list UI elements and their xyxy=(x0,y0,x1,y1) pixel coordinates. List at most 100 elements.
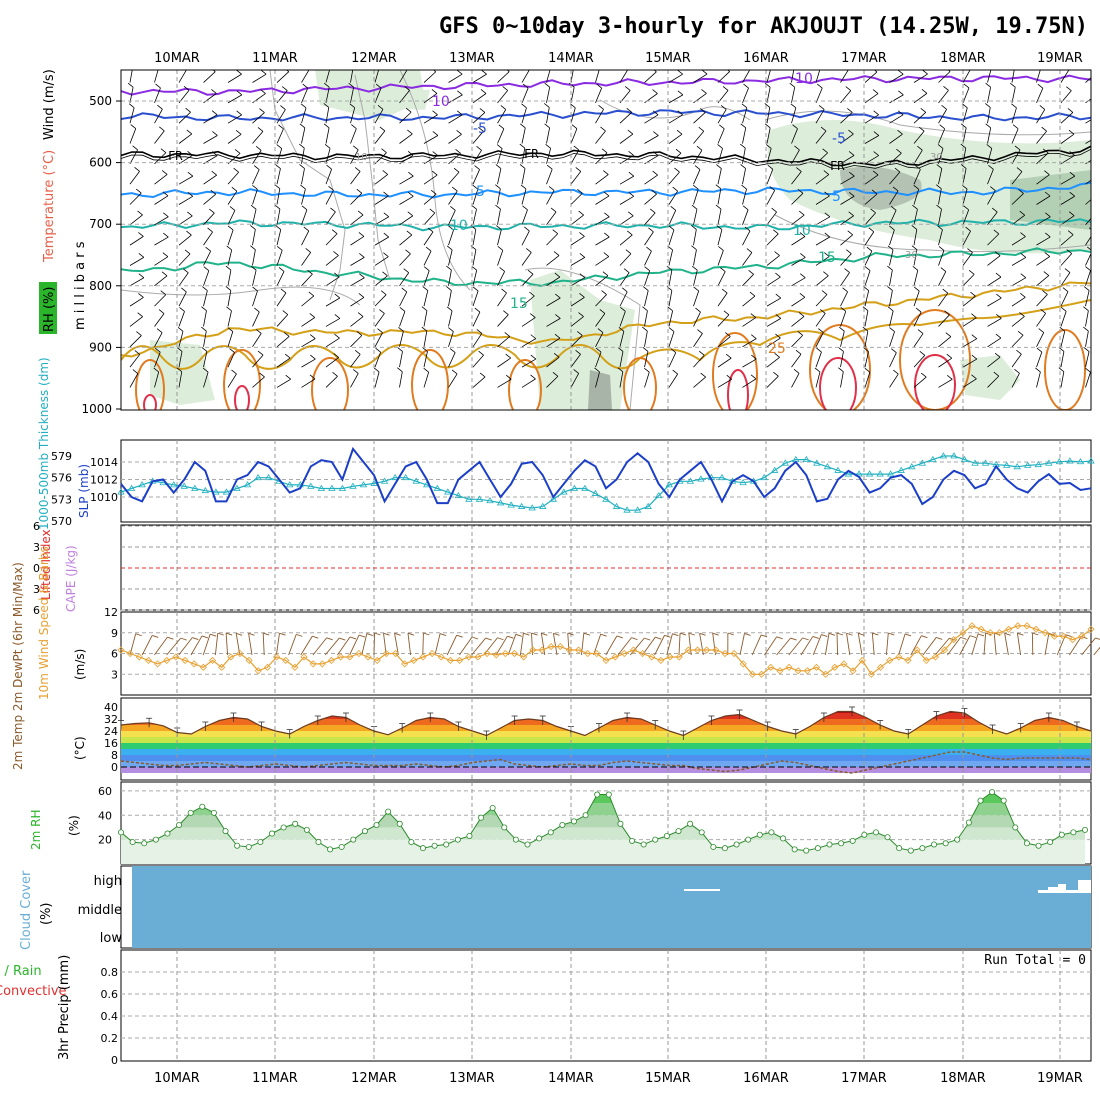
barb-flag xyxy=(601,290,607,295)
wind-marker xyxy=(355,649,363,658)
barb-flag xyxy=(789,63,794,67)
barb-flag xyxy=(863,347,869,352)
wind-marker xyxy=(529,646,537,654)
barb xyxy=(567,633,570,656)
barb-flag xyxy=(774,352,780,358)
barb-flag xyxy=(496,144,503,149)
panel-precip: 00.20.40.60.8 Run Total = 0 Total / Rain… xyxy=(0,949,1092,1067)
barb-flag xyxy=(1094,132,1099,136)
barb-flag xyxy=(742,205,749,211)
thickness-marker xyxy=(370,479,378,486)
barb-flag xyxy=(127,82,134,88)
isotherm-label: 5 xyxy=(832,189,841,205)
barb xyxy=(546,107,550,124)
wind-marker xyxy=(584,649,592,658)
barb-flag xyxy=(828,632,836,636)
barb-flag xyxy=(594,367,600,373)
barb-flag xyxy=(163,212,169,218)
thickness-marker xyxy=(380,477,389,484)
barb xyxy=(693,290,700,307)
barb xyxy=(938,188,942,205)
thickness-marker xyxy=(770,466,779,473)
barb xyxy=(1060,195,1075,205)
wind-marker xyxy=(1041,629,1049,637)
barb xyxy=(497,336,511,348)
barb xyxy=(374,332,383,347)
barb-flag xyxy=(960,143,967,149)
barb xyxy=(399,351,403,368)
barb-flag xyxy=(936,184,942,190)
barb xyxy=(840,133,854,144)
barb xyxy=(693,249,697,266)
barb-flag xyxy=(203,266,210,272)
rh-marker xyxy=(396,820,403,827)
thickness-marker xyxy=(686,477,695,484)
barb-flag xyxy=(672,633,679,637)
barb xyxy=(325,255,339,266)
barb-flag xyxy=(448,225,454,231)
rh-band xyxy=(121,792,1085,804)
barb-flag xyxy=(1058,347,1065,352)
barb xyxy=(227,190,238,205)
barb xyxy=(325,107,330,124)
barb-flag xyxy=(394,632,401,636)
barb-flag xyxy=(403,65,408,69)
barb-flag xyxy=(575,349,581,355)
barb xyxy=(987,297,1002,307)
barb xyxy=(913,209,918,225)
barb xyxy=(521,295,535,307)
barb xyxy=(276,336,290,348)
barb xyxy=(423,351,428,368)
barb xyxy=(203,174,217,185)
barb xyxy=(1011,193,1024,205)
barb-flag xyxy=(446,265,452,271)
thickness-marker xyxy=(644,502,652,509)
barb xyxy=(301,338,316,348)
barb xyxy=(864,71,878,83)
barb xyxy=(717,168,722,185)
thickness-marker xyxy=(1024,461,1032,468)
barb xyxy=(325,148,331,164)
isotherm-label: 10 xyxy=(793,223,811,239)
barb xyxy=(448,229,454,246)
barb-flag xyxy=(921,635,928,639)
barb xyxy=(693,130,705,144)
barb xyxy=(864,135,880,144)
barb-flag xyxy=(1041,126,1047,132)
barb-flag xyxy=(474,307,481,313)
tick-label: 6 xyxy=(111,648,118,661)
barb xyxy=(644,310,648,327)
barb-flag xyxy=(520,123,526,129)
barb-flag xyxy=(993,371,1000,377)
temp-band xyxy=(121,731,1091,737)
barb-flag xyxy=(519,143,526,149)
barb-flag xyxy=(715,184,722,190)
barb-flag xyxy=(531,632,538,636)
barb xyxy=(889,133,903,144)
barb xyxy=(301,70,310,83)
thickness-marker xyxy=(897,466,905,473)
isotherm-label: FR xyxy=(168,149,183,163)
barb-flag xyxy=(746,248,753,253)
barb-flag xyxy=(401,287,408,293)
barb xyxy=(521,148,526,164)
barb xyxy=(276,292,287,307)
barb-flag xyxy=(652,151,659,156)
date-label: 14MAR xyxy=(548,51,594,66)
barb xyxy=(913,311,922,327)
barb-flag xyxy=(628,171,635,177)
barb xyxy=(1085,252,1091,266)
barb xyxy=(717,292,728,307)
barb-flag xyxy=(889,327,895,332)
barb xyxy=(178,311,185,327)
barb xyxy=(987,70,992,83)
barb-flag xyxy=(255,329,262,334)
barb-flag xyxy=(503,310,509,315)
barb xyxy=(497,271,505,286)
thickness-marker xyxy=(264,473,273,481)
barb-flag xyxy=(789,82,795,88)
barb xyxy=(644,212,656,226)
